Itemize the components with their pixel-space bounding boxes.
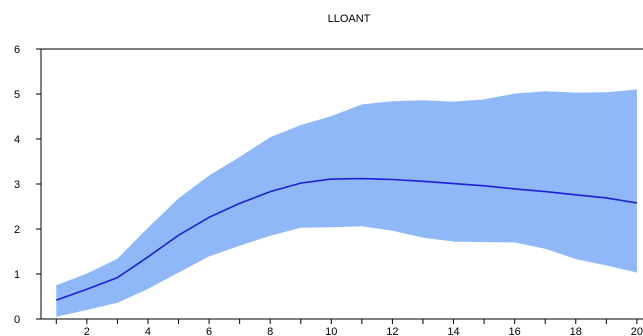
y-tick-label: 3 xyxy=(14,179,20,191)
x-tick-label: 2 xyxy=(84,326,90,336)
x-tick-label: 10 xyxy=(325,326,337,336)
x-tick-label: 18 xyxy=(570,326,582,336)
y-tick-label: 1 xyxy=(14,269,20,281)
x-tick-label: 4 xyxy=(145,326,151,336)
x-tick-label: 12 xyxy=(386,326,398,336)
chart-title: LLOANT xyxy=(328,13,371,25)
y-tick-label: 0 xyxy=(14,314,20,326)
y-tick-label: 2 xyxy=(14,224,20,236)
x-tick-label: 16 xyxy=(509,326,521,336)
y-tick-label: 4 xyxy=(14,134,20,146)
x-tick-label: 8 xyxy=(267,326,273,336)
x-tick-label: 6 xyxy=(206,326,212,336)
y-tick-label: 6 xyxy=(14,44,20,56)
response-line xyxy=(56,177,638,301)
x-tick-label: 20 xyxy=(631,326,643,336)
y-tick-label: 5 xyxy=(14,89,20,101)
x-tick-label: 14 xyxy=(447,326,459,336)
confidence-band xyxy=(56,89,637,317)
